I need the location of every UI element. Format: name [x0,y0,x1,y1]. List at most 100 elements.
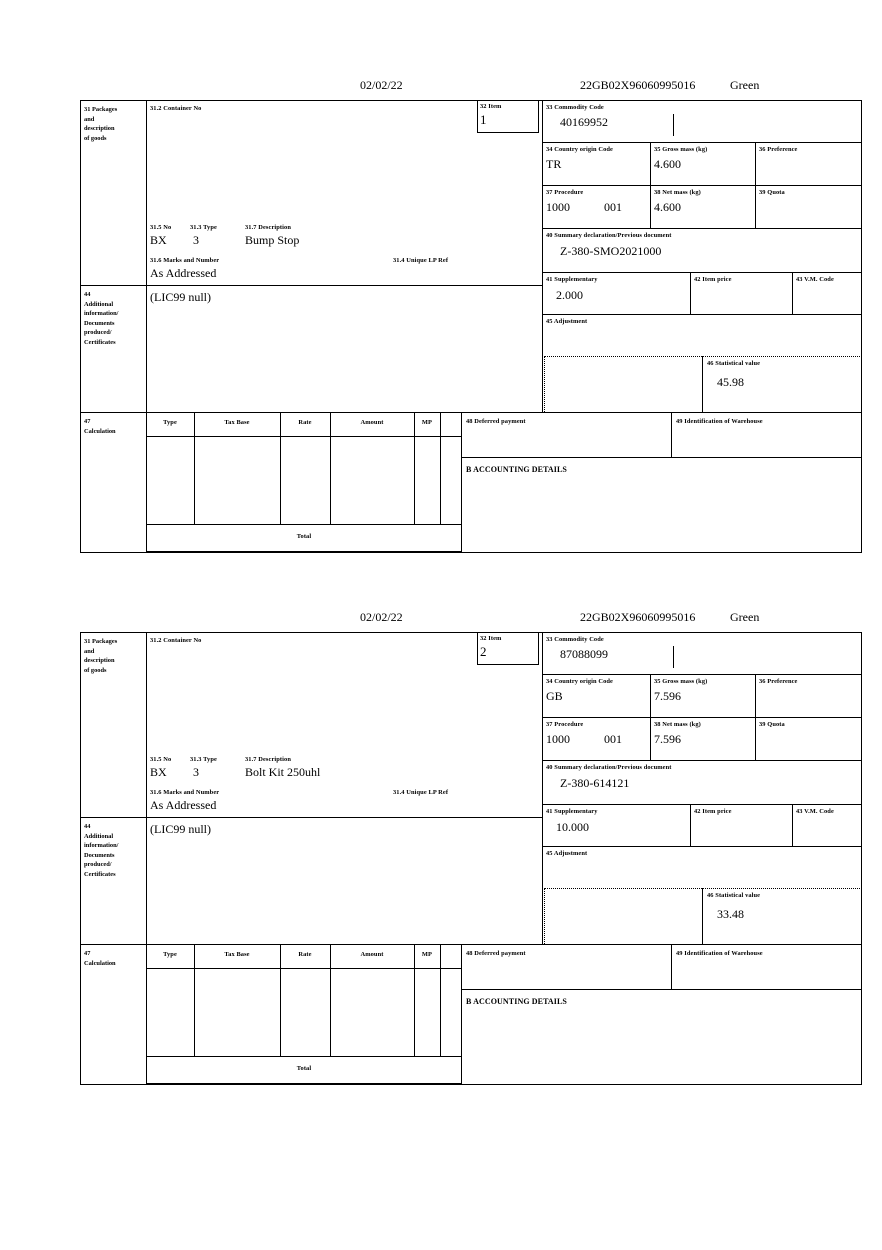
field-45-label: 45 Adjustment [546,850,588,857]
calculation-column-header: Type [163,419,177,426]
accounting-details-label: B ACCOUNTING DETAILS [466,465,567,474]
field-48-bottom-rule [462,457,862,458]
field-31-label-line: of goods [84,666,107,674]
declaration-copy-1: 02/02/22 22GB02X96060995016 Green 31 Packag… [80,78,862,553]
calculation-column-header: MP [421,419,433,426]
form-body: 31 Packages and description of goods 31.2 Co… [80,632,862,1085]
accounting-details-label: B ACCOUNTING DETAILS [466,997,567,1006]
calculation-column-divider [414,944,415,1056]
field-33-label: 33 Commodity Code [546,104,604,111]
calculation-total-rule [146,524,462,525]
field-33-bottom-rule [542,674,862,675]
field-34-label: 34 Country origin Code [546,678,613,685]
field-42-label: 42 Item price [694,808,732,815]
field-41-supplementary: 10.000 [556,820,589,834]
field-31-label-line: 31 Packages [84,106,118,113]
field-37-additional-procedure: 001 [604,200,622,214]
route-colour: Green [730,610,760,624]
row-37-bottom-rule [542,228,862,229]
field-35-label: 35 Gross mass (kg) [654,678,708,685]
field-38-label: 38 Net mass (kg) [654,189,701,196]
field-45-label: 45 Adjustment [546,318,588,325]
field-31-3-label: 31.3 Type [190,224,217,231]
calculation-total-rule [146,1056,462,1057]
field-41-42-divider [690,272,691,314]
field-41-supplementary: 2.000 [556,288,583,302]
field-33-commodity-code: 40169952 [560,115,608,129]
field-38-label: 38 Net mass (kg) [654,721,701,728]
field-32-label: 32 Item [480,103,502,110]
field-31-6-label: 31.6 Marks and Number [150,789,220,796]
field-31-5-label: 31.5 No [150,756,172,763]
field-44-label-line: information/ [84,310,119,317]
field-31-7-description: Bolt Kit 250uhl [245,765,321,779]
field-31-7-label: 31.7 Description [245,756,291,763]
field-42-label: 42 Item price [694,276,732,283]
field-37-procedure-code: 1000 [546,732,570,746]
calculation-table [146,944,462,1084]
field-37-label: 37 Procedure [546,721,584,728]
calculation-column-divider [280,412,281,524]
field-44-additional-information: (LIC99 null) [150,290,211,304]
row-37-bottom-rule [542,760,862,761]
field-44-label-line: produced/ [84,329,112,336]
field-31-5-label: 31.5 No [150,224,172,231]
field-31-label-line: of goods [84,134,107,142]
field-41-label: 41 Supplementary [546,808,598,815]
field-40-previous-document: Z-380-SMO2021000 [560,244,662,258]
field-31-44-divider [80,285,542,286]
field-31-2-label: 31.2 Container No [150,105,202,112]
form-body: 31 Packages and description of goods 31.2 Co… [80,100,862,553]
field-35-gross-mass: 4.600 [654,157,681,171]
field-41-label: 41 Supplementary [546,276,598,283]
calculation-column-divider [194,412,195,524]
declaration-reference: 22GB02X96060995016 [580,610,696,624]
field-31-6-marks-number: As Addressed [150,266,217,280]
calculation-column-divider [440,944,441,1056]
field-48-label: 48 Deferred payment [466,950,526,957]
calculation-column-header: MP [421,951,433,958]
field-44-label: 44 Additional information/Documents produce… [84,822,146,879]
field-32-item-box [477,100,539,133]
calculation-column-header: Rate [298,419,312,426]
field-31-4-label: 31.4 Unique LP Ref [393,789,449,796]
field-35-gross-mass: 7.596 [654,689,681,703]
field-43-label: 43 V.M. Code [796,276,834,283]
field-39-label: 39 Quota [759,189,785,196]
field-44-label-line: Additional [84,832,114,840]
right-column-divider [542,100,543,412]
form-outer-border [80,632,862,1085]
field-31-3-packages-type: 3 [193,233,199,247]
calculation-header-rule [146,968,462,969]
field-44-label-line: 44 [84,823,91,830]
calculation-column-divider [440,412,441,524]
calculation-column-header: Type [163,951,177,958]
field-40-label: 40 Summary declaration/Previous document [546,232,672,239]
field-47-top-rule [80,944,862,945]
field-47-label-line: 47 [84,418,91,425]
calculation-total-label: Total [296,533,312,540]
field-46-label: 46 Statistical value [707,360,761,367]
field-42-43-divider [792,804,793,846]
field-44-additional-information: (LIC99 null) [150,822,211,836]
field-44-label-line: Additional [84,300,114,308]
field-38-net-mass: 7.596 [654,732,681,746]
field-47-label-line: Calculation [84,427,116,435]
form-outer-border [80,100,862,553]
field-46-left-divider [702,888,703,944]
field-32-label: 32 Item [480,635,502,642]
calculation-column-header: Tax Base [224,951,250,958]
field-31-3-label: 31.3 Type [190,756,217,763]
calculation-column-divider [414,412,415,524]
row-41-bottom-rule [542,846,862,847]
field-31-3-packages-type: 3 [193,765,199,779]
field-35-label: 35 Gross mass (kg) [654,146,708,153]
field-33-tick [673,646,674,668]
calculation-header-rule [146,436,462,437]
field-34-country-origin: GB [546,689,563,703]
field-32-item-number: 2 [480,644,487,659]
field-32-item-box [477,632,539,665]
field-46-label: 46 Statistical value [707,892,761,899]
field-44-label-line: Documents [84,319,115,327]
